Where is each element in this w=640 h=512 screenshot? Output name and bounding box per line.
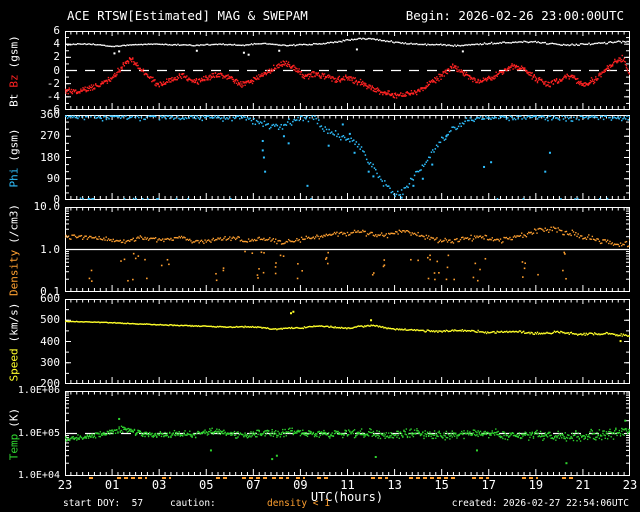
caution-density-marker <box>272 477 289 479</box>
y-tick-label: 10.0 <box>33 200 61 213</box>
y-tick-label: 1.0E+05 <box>17 427 60 439</box>
x-axis-title: UTC(hours) <box>310 490 384 504</box>
caution-density-marker <box>521 477 539 479</box>
y-tick-label: 0 <box>53 193 60 206</box>
caution-density-marker <box>561 477 576 479</box>
caution-density-marker <box>116 477 148 479</box>
caution-density-marker <box>371 477 388 479</box>
y-tick-label: 6 <box>53 24 60 37</box>
x-tick-label: 13 <box>387 478 402 492</box>
x-tick-label: 23 <box>622 478 638 492</box>
x-tick-label: 23 <box>57 478 73 492</box>
caution-density-marker <box>161 477 171 479</box>
y-tick-label: 270 <box>40 129 60 143</box>
x-tick-label: 21 <box>575 478 591 492</box>
y-tick-label: 500 <box>40 313 60 327</box>
x-tick-label: 17 <box>481 478 496 492</box>
caution-label: caution: <box>170 498 216 509</box>
y-tick-label: 400 <box>40 334 60 348</box>
caution-density-marker <box>316 477 332 479</box>
y-tick-label: 300 <box>40 355 60 369</box>
caution-density-marker <box>295 477 306 479</box>
y-tick-label: 360 <box>40 108 60 121</box>
y-tick-label: 0 <box>53 63 60 77</box>
caution-density-marker <box>408 477 456 479</box>
x-tick-label: 11 <box>340 478 355 492</box>
y-tick-label: 1.0 <box>40 242 60 256</box>
x-tick-label: 07 <box>246 478 261 492</box>
y-tick-label: 1.0E+06 <box>17 385 60 396</box>
x-tick-label: 05 <box>199 478 214 492</box>
caution-density-marker <box>472 477 489 479</box>
y-tick-label: 2 <box>53 50 60 64</box>
y-tick-label: 180 <box>40 150 60 164</box>
y-tick-label: 0.1 <box>40 285 60 298</box>
y-tick-label: 200 <box>40 377 60 390</box>
created-timestamp: created: 2026-02-27 22:54:06UTC <box>451 498 629 509</box>
y-tick-label: -4 <box>46 89 60 103</box>
panel-bt-bz <box>65 31 630 110</box>
x-tick-label: 15 <box>434 478 449 492</box>
x-tick-label: 19 <box>528 478 544 492</box>
panel-speed <box>65 299 630 384</box>
panel-temp <box>65 391 630 476</box>
begin-timestamp: Begin: 2026-02-26 23:00:00UTC <box>405 8 624 23</box>
x-tick-label: 01 <box>104 478 120 492</box>
y-tick-label: 600 <box>40 292 60 305</box>
panel-density <box>65 207 630 292</box>
y-tick-label: -6 <box>46 103 60 116</box>
start-doy-text: start DOY: 57 <box>63 498 144 509</box>
caution-density-marker <box>88 477 94 479</box>
y-tick-label: 4 <box>53 37 60 51</box>
caution-density-marker <box>215 477 228 479</box>
caution-density-value: density < 1 <box>267 498 330 509</box>
x-tick-label: 03 <box>151 478 167 492</box>
page-title: ACE RTSW[Estimated] MAG & SWEPAM <box>67 8 308 23</box>
caution-density-marker <box>241 477 268 479</box>
x-tick-label: 09 <box>293 478 308 492</box>
y-tick-label: 1.0E+04 <box>17 470 60 481</box>
panel-ylabel-part: (K) <box>7 407 21 428</box>
y-tick-label: -2 <box>46 76 60 90</box>
y-tick-label: 90 <box>46 171 60 185</box>
panel-phi <box>65 115 630 200</box>
